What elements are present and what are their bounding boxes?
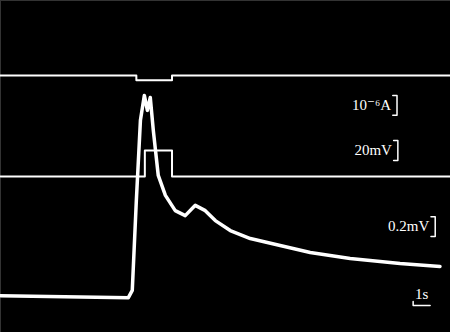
svg-text:10⁻⁶A: 10⁻⁶A [352, 97, 391, 113]
svg-text:20mV: 20mV [354, 142, 392, 158]
svg-text:1s: 1s [415, 286, 429, 302]
svg-text:0.2mV: 0.2mV [388, 218, 429, 234]
